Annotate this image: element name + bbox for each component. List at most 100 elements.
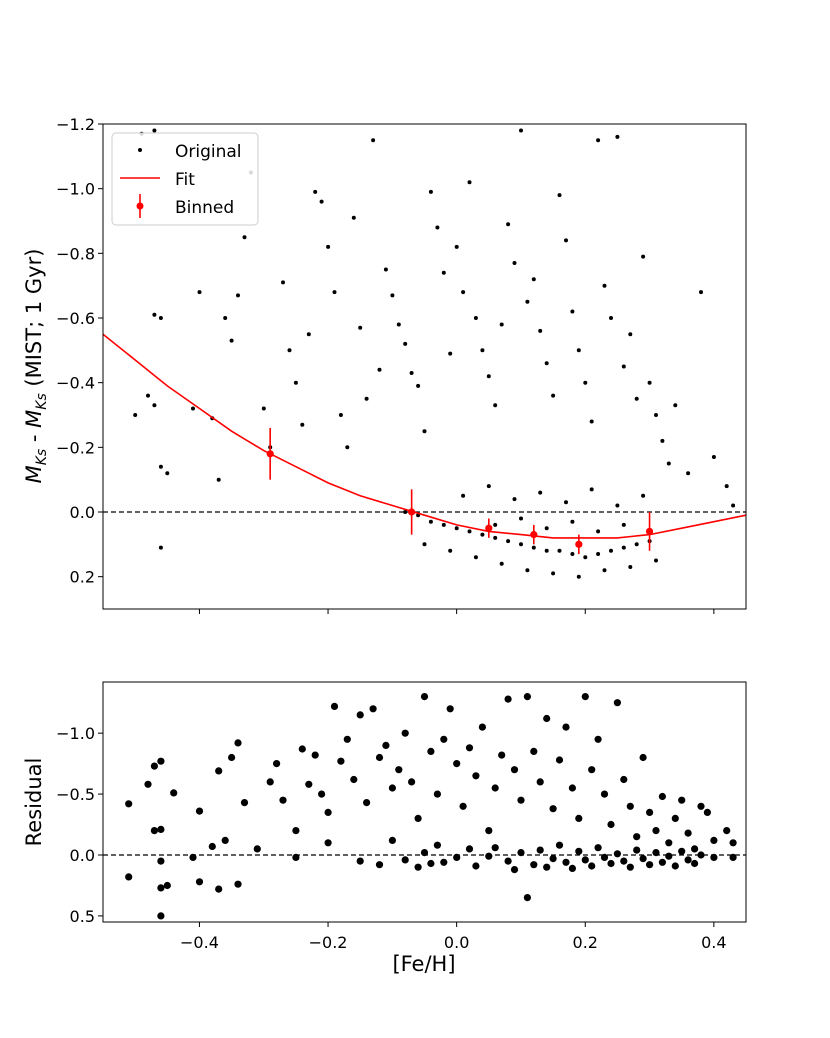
original-point <box>306 332 311 337</box>
original-point <box>152 312 157 317</box>
original-point <box>133 413 138 417</box>
top-plot-frame <box>102 123 747 610</box>
original-point <box>441 270 446 275</box>
binned-point <box>485 524 493 532</box>
original-point <box>441 522 446 527</box>
residual-point <box>408 778 416 786</box>
original-point <box>551 571 556 576</box>
original-point <box>448 548 453 553</box>
binned-points-layer <box>266 427 654 555</box>
original-point <box>673 403 678 408</box>
original-point <box>628 565 633 569</box>
bottom-panel: −1.0 −0.5 0.0 0.5 −0.4 −0.2 0.0 0.2 0.4 Residua… <box>22 681 747 976</box>
residual-point <box>195 807 204 815</box>
residual-point <box>144 780 152 788</box>
residual-point <box>453 760 461 768</box>
original-point <box>480 532 485 537</box>
residual-point <box>691 845 699 853</box>
residual-point <box>465 744 474 752</box>
original-point <box>576 574 581 579</box>
residual-point <box>401 856 409 864</box>
residual-point <box>671 862 679 870</box>
residual-point <box>555 756 564 764</box>
original-point <box>467 180 472 185</box>
original-point <box>731 503 736 508</box>
original-point <box>628 332 633 337</box>
residual-point <box>530 861 538 869</box>
original-point <box>338 413 343 417</box>
original-point <box>454 244 459 249</box>
original-point <box>281 280 285 285</box>
residual-point <box>157 857 165 865</box>
original-point <box>544 526 549 531</box>
original-point <box>602 283 607 288</box>
residual-point <box>324 808 332 817</box>
original-point <box>409 371 414 375</box>
fit-curve <box>103 333 746 539</box>
residual-point <box>620 857 628 865</box>
original-point <box>473 316 478 320</box>
residual-point <box>581 693 589 701</box>
residual-point <box>658 858 667 866</box>
original-point <box>621 545 626 550</box>
legend-binned-marker <box>136 202 144 210</box>
x-axis-label: [Fe/H] <box>392 952 455 976</box>
residual-point <box>613 699 622 707</box>
residual-point <box>163 881 171 890</box>
original-point <box>576 348 581 353</box>
original-point <box>615 134 620 139</box>
original-point <box>236 293 240 298</box>
residual-point <box>369 705 377 713</box>
residual-point <box>568 864 577 873</box>
residual-point <box>646 808 654 817</box>
residual-point <box>639 753 647 762</box>
original-point <box>699 290 703 295</box>
original-point <box>261 406 266 411</box>
residual-point <box>292 827 300 835</box>
residual-point <box>600 853 609 862</box>
residual-point <box>575 814 583 823</box>
residual-point <box>279 796 287 804</box>
residual-point <box>510 766 519 774</box>
legend-original-marker <box>138 148 142 152</box>
residual-point <box>472 862 480 870</box>
top-y-tick-label: −0.6 <box>56 309 95 328</box>
original-point <box>377 367 382 372</box>
binned-point <box>266 450 274 458</box>
residual-point <box>453 853 461 862</box>
residual-point <box>575 847 583 855</box>
original-point <box>493 522 498 527</box>
binned-point <box>575 540 583 548</box>
residual-point <box>420 693 429 701</box>
residual-point <box>234 880 242 888</box>
original-point <box>634 542 639 547</box>
original-point <box>403 510 408 514</box>
residual-point <box>646 861 654 869</box>
original-point <box>654 413 658 417</box>
residual-point <box>729 853 737 862</box>
residual-point <box>697 802 705 810</box>
original-point <box>570 519 575 524</box>
original-point <box>493 535 498 540</box>
residual-point <box>549 855 557 863</box>
residual-point <box>517 849 525 857</box>
residual-point <box>504 695 512 703</box>
residual-point <box>543 714 551 723</box>
residual-point <box>652 827 660 835</box>
original-point <box>589 487 594 492</box>
residual-point <box>613 850 622 858</box>
original-point <box>313 189 318 194</box>
binned-point <box>408 508 416 516</box>
original-point <box>596 552 601 556</box>
residual-point <box>633 833 641 841</box>
original-point <box>358 325 363 330</box>
residual-point <box>414 814 422 823</box>
residual-point <box>581 856 589 864</box>
residual-point <box>221 836 229 845</box>
residual-point <box>253 845 261 853</box>
original-point <box>435 225 440 230</box>
original-point <box>499 322 504 327</box>
bottom-y-ticks: −1.0 −0.5 0.0 0.5 <box>56 724 103 926</box>
residual-point <box>305 780 313 788</box>
